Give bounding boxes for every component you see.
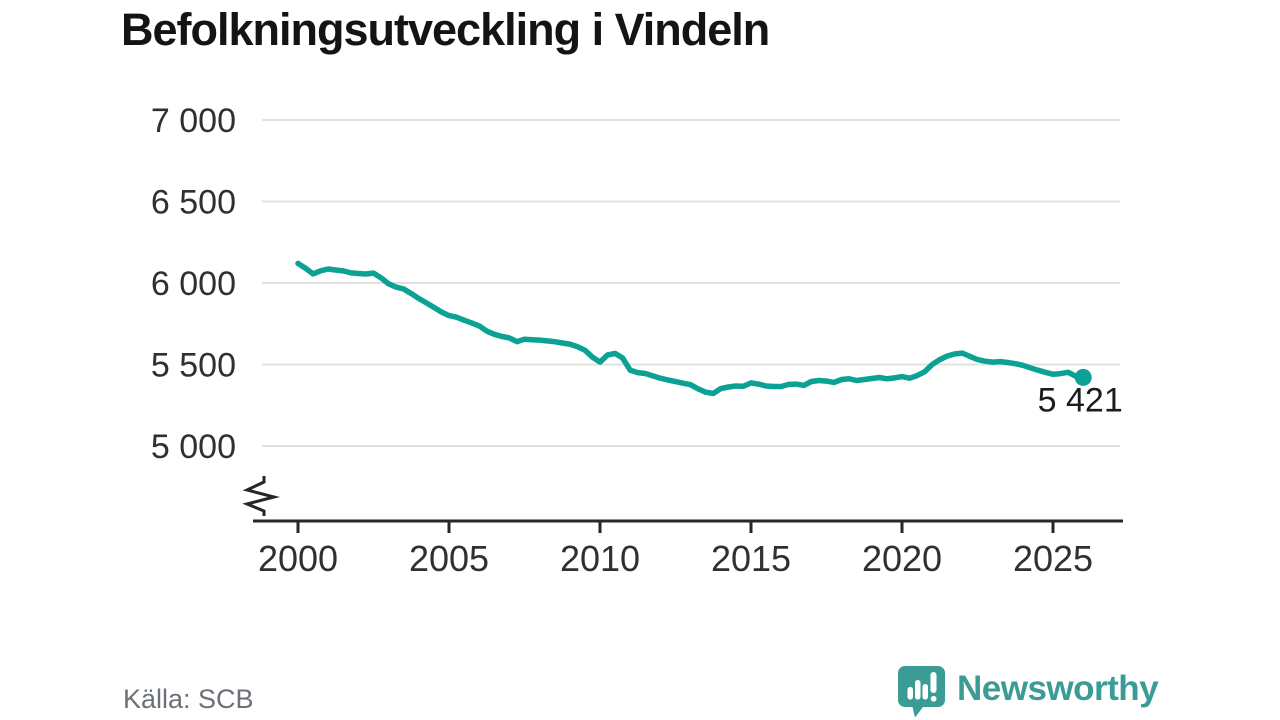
- x-tick-label: 2010: [560, 538, 640, 579]
- population-line-series: [295, 260, 1086, 397]
- x-tick-label: 2015: [711, 538, 791, 579]
- latest-point-marker: [1074, 368, 1092, 386]
- x-axis-labels: 2000 2005 2010 2015 2020 2025: [258, 538, 1093, 579]
- gridlines: [262, 119, 1120, 447]
- x-tick-label: 2005: [409, 538, 489, 579]
- y-tick-label: 5 500: [151, 347, 236, 385]
- y-tick-label: 6 500: [151, 184, 236, 222]
- x-tick-label: 2020: [862, 538, 942, 579]
- latest-value-label: 5 421: [1038, 381, 1123, 419]
- page-title: Befolkningsutveckling i Vindeln: [121, 4, 770, 55]
- x-tick-label: 2000: [258, 538, 338, 579]
- axis-break-icon: [242, 476, 280, 516]
- newsworthy-wordmark: Newsworthy: [957, 669, 1159, 708]
- y-axis-labels: 7 000 6 500 6 000 5 500 5 000: [151, 102, 236, 466]
- newsworthy-bubble-chart-icon: [898, 665, 945, 717]
- source-note: Källa: SCB: [123, 684, 254, 714]
- x-axis-ticks: [296, 521, 1055, 533]
- newsworthy-logo: Newsworthy: [897, 664, 1159, 718]
- x-tick-label: 2025: [1013, 538, 1093, 579]
- y-tick-label: 7 000: [151, 102, 236, 140]
- y-tick-label: 5 000: [151, 428, 236, 466]
- y-tick-label: 6 000: [151, 265, 236, 303]
